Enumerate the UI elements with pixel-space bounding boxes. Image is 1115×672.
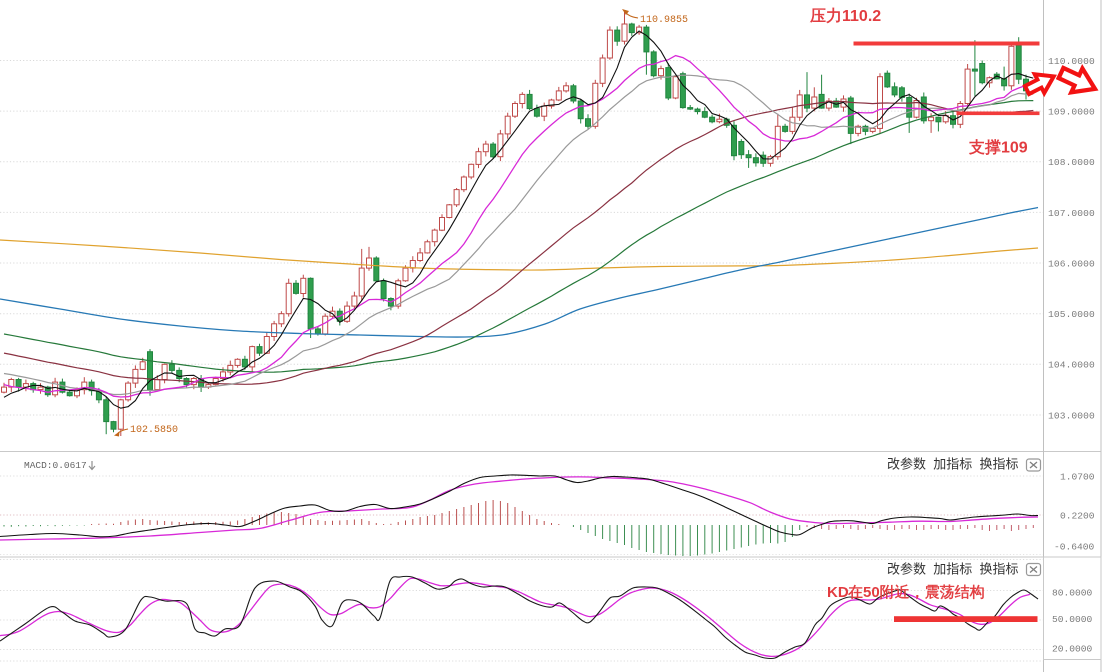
svg-text:50: 50 [863,584,880,601]
svg-text:80.0000: 80.0000 [1052,587,1093,598]
svg-text:107.0000: 107.0000 [1048,208,1095,219]
svg-text:106.0000: 106.0000 [1048,258,1095,269]
svg-text:KD: KD [827,584,849,601]
svg-text:108.0000: 108.0000 [1048,157,1095,168]
svg-text:110.9855: 110.9855 [640,15,688,26]
svg-text:109: 109 [1001,140,1028,157]
svg-text:MACD:0.0617: MACD:0.0617 [24,460,87,471]
svg-text:104.0000: 104.0000 [1048,360,1095,371]
svg-text:0.2200: 0.2200 [1060,510,1095,521]
svg-text:-0.6400: -0.6400 [1054,541,1095,552]
svg-text:改参数 加指标 换指标: 改参数 加指标 换指标 [887,457,1018,472]
svg-text:109.0000: 109.0000 [1048,107,1095,118]
svg-text:103.0000: 103.0000 [1048,410,1095,421]
svg-text:110.2: 110.2 [842,8,881,25]
svg-text:110.0000: 110.0000 [1048,56,1095,67]
svg-text:20.0000: 20.0000 [1052,643,1093,654]
svg-text:1.0700: 1.0700 [1060,471,1095,482]
svg-text:50.0000: 50.0000 [1052,614,1093,625]
svg-text:105.0000: 105.0000 [1048,309,1095,320]
svg-text:102.5850: 102.5850 [130,425,178,436]
svg-text:改参数 加指标 换指标: 改参数 加指标 换指标 [887,562,1018,577]
